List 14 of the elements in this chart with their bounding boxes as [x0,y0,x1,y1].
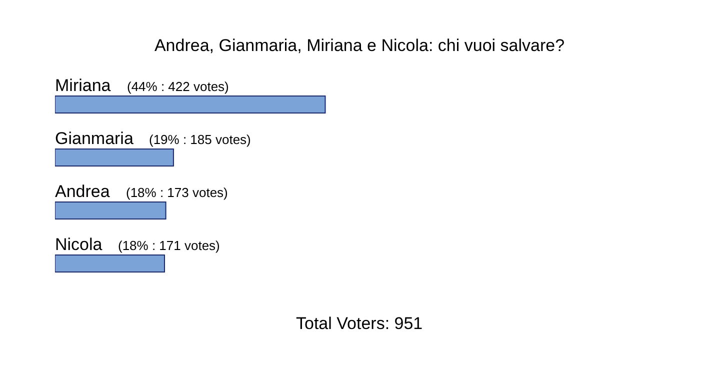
bar [55,254,165,272]
y-tick-label: Nicola [55,235,103,254]
data-label: (44% : 422 votes) [127,79,229,94]
y-tick-label: Miriana [55,76,112,95]
data-label: (19% : 185 votes) [149,132,251,147]
data-label: (18% : 173 votes) [126,185,228,200]
text: Andrea, Gianmaria, Miriana e Nicola: chi vuoi salvare? [154,36,565,55]
y-tick-label: Andrea [55,182,110,201]
text: Total Voters: 951 [296,314,423,333]
bar [55,96,326,114]
bar [55,202,166,220]
data-label: (18% : 171 votes) [118,238,220,253]
y-tick-label: Gianmaria [55,129,134,148]
bar [55,148,174,166]
